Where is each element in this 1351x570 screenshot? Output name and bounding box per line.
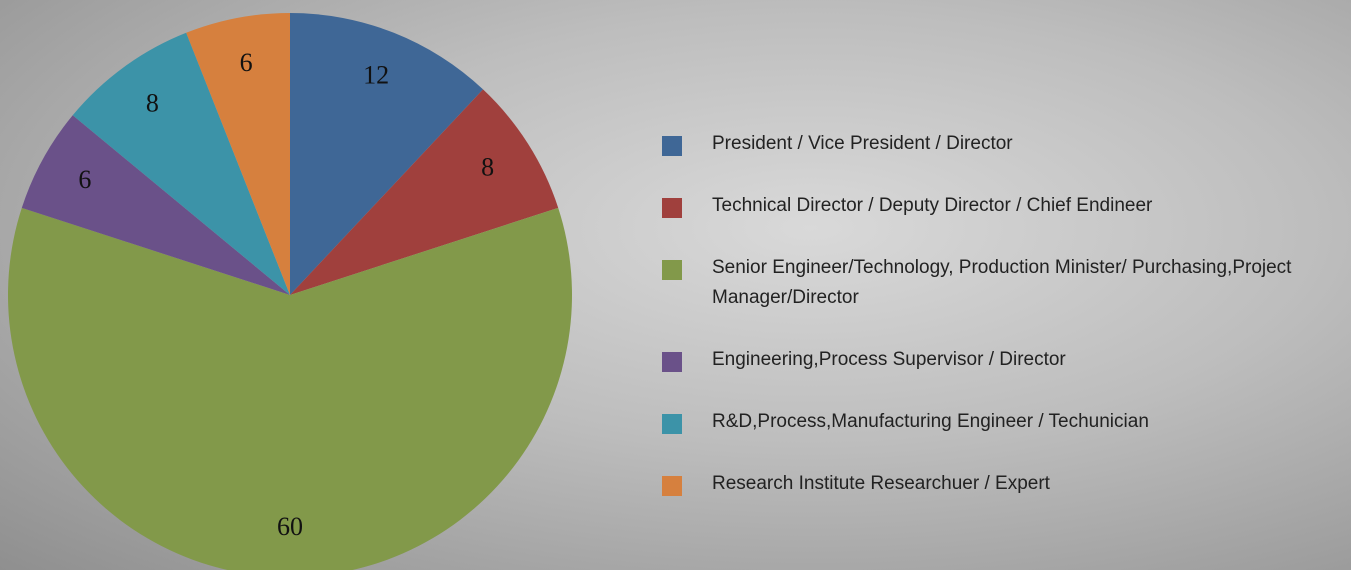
legend-item: President / Vice President / Director (662, 132, 1342, 159)
legend-swatch (662, 260, 682, 280)
legend-item: Research Institute Researchuer / Expert (662, 472, 1342, 499)
legend-label: R&D,Process,Manufacturing Engineer / Tec… (712, 407, 1149, 437)
legend-label: Senior Engineer/Technology, Production M… (712, 253, 1302, 313)
legend-item: Senior Engineer/Technology, Production M… (662, 256, 1342, 313)
legend-swatch (662, 414, 682, 434)
legend-label: Engineering,Process Supervisor / Directo… (712, 345, 1066, 375)
legend-label: Research Institute Researchuer / Expert (712, 469, 1050, 499)
data-label: 8 (146, 89, 159, 118)
legend-label: Technical Director / Deputy Director / C… (712, 191, 1152, 221)
data-label: 12 (363, 60, 389, 89)
legend-swatch (662, 198, 682, 218)
data-label: 6 (240, 48, 253, 77)
legend-label: President / Vice President / Director (712, 129, 1013, 159)
data-label: 6 (78, 165, 91, 194)
data-label: 60 (277, 512, 303, 541)
legend-swatch (662, 352, 682, 372)
legend-swatch (662, 476, 682, 496)
legend: President / Vice President / Director Tec… (662, 132, 1342, 534)
page: 12 8 60 6 8 6 President / Vice President / Di… (0, 0, 1351, 570)
data-label: 8 (481, 153, 494, 182)
legend-item: Engineering,Process Supervisor / Directo… (662, 348, 1342, 375)
legend-swatch (662, 136, 682, 156)
legend-item: R&D,Process,Manufacturing Engineer / Tec… (662, 410, 1342, 437)
legend-item: Technical Director / Deputy Director / C… (662, 194, 1342, 221)
